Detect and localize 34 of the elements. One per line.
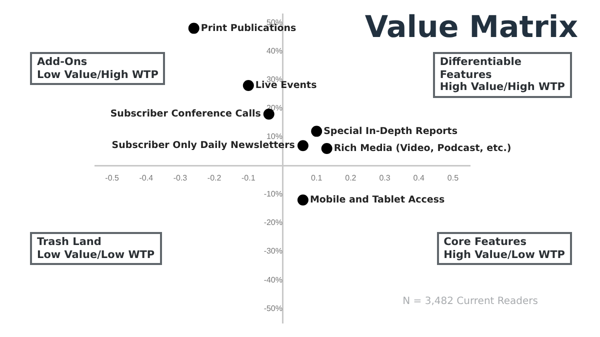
x-tick-label: 0.1 bbox=[311, 174, 323, 183]
point bbox=[242, 80, 254, 92]
x-tick-label: -0.2 bbox=[207, 174, 222, 183]
point bbox=[297, 140, 308, 152]
series-label: Subscriber Only Daily Newsletters bbox=[112, 140, 296, 152]
annotation: Trash Land Low Value/Low WTP bbox=[30, 232, 162, 266]
series-label: Subscriber Conference Calls bbox=[110, 108, 262, 120]
y-tick-label: -30% bbox=[264, 246, 282, 256]
y-tick-label: -50% bbox=[264, 304, 282, 313]
chart-title: Value Matrix bbox=[364, 10, 578, 45]
y-tick-label: -10% bbox=[264, 189, 282, 198]
x-tick-label: 0.5 bbox=[447, 174, 460, 183]
series-label: Rich Media (Video, Podcast, etc.) bbox=[334, 142, 512, 154]
x-tick-label: -0.4 bbox=[139, 174, 154, 183]
point bbox=[321, 142, 332, 154]
y-tick-label: -40% bbox=[264, 275, 282, 284]
series-label: Special In-Depth Reports bbox=[324, 126, 458, 137]
annotation: Differentiable Features High Value/High WTP bbox=[432, 52, 572, 98]
series-label: Mobile and Tablet Access bbox=[310, 194, 446, 206]
point bbox=[311, 126, 322, 137]
y-tick-label: 40% bbox=[266, 46, 282, 56]
point bbox=[297, 194, 308, 206]
y-tick-label: -20% bbox=[264, 218, 282, 228]
x-tick-label: -0.3 bbox=[173, 174, 188, 183]
annotation: N = 3,482 Current Readers bbox=[402, 296, 538, 307]
x-tick-label: -0.1 bbox=[242, 174, 256, 183]
annotation: Core Features High Value/Low WTP bbox=[436, 232, 572, 266]
point bbox=[188, 22, 200, 34]
x-tick-label: 0.3 bbox=[379, 174, 391, 183]
annotation: Add-Ons Low Value/High WTP bbox=[30, 52, 166, 86]
x-tick-label: 0.2 bbox=[345, 174, 357, 183]
x-tick-label: -0.5 bbox=[105, 174, 120, 183]
x-tick-label: 0.4 bbox=[413, 174, 425, 183]
y-tick-label: 10% bbox=[266, 132, 282, 142]
